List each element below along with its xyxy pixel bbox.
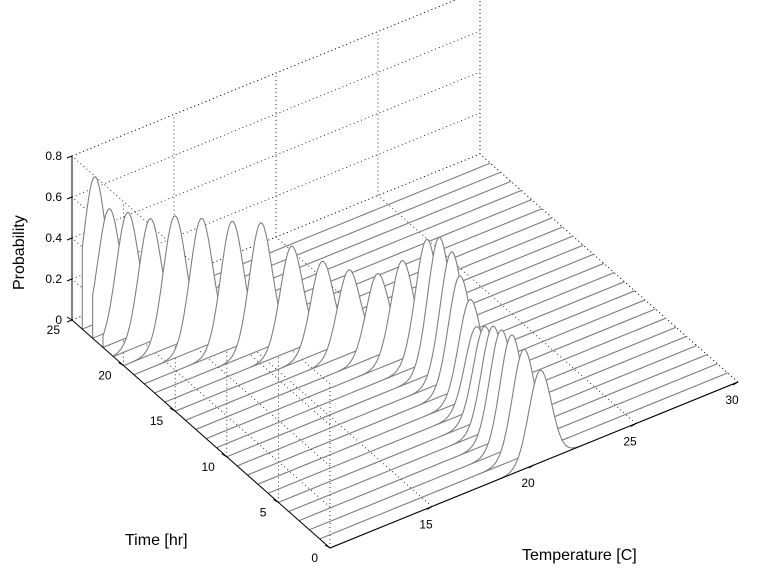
back-wall-z-grid [71,30,481,198]
curve-layer [81,162,739,549]
z-tick [66,196,73,200]
y-tick [273,498,279,503]
right-floor-edge [479,153,739,383]
z-tick [66,237,73,241]
x-tick [732,381,739,386]
y-axis-line [71,319,331,549]
back-wall-z-grid [71,71,481,239]
back-top-edge [71,0,457,157]
y-tick [324,544,331,549]
side-wall-z-grid [71,278,331,508]
x-tick-label: 30 [725,393,739,407]
y-tick [118,362,124,367]
distribution-curve [247,275,656,476]
x-axis-label: Temperature [C] [522,547,637,564]
y-tick-label: 10 [201,460,215,474]
x-tick [630,423,637,427]
distribution-curve [226,236,636,458]
y-tick-label: 5 [260,505,267,519]
x-tick-label: 20 [521,476,535,490]
distribution-curve [236,251,646,467]
z-tick [66,278,73,282]
y-tick-label: 20 [98,369,112,383]
y-tick-label: 25 [47,323,61,337]
y-tick [221,453,228,458]
x-tick [528,464,535,469]
z-tick-label: 0.2 [45,272,62,286]
floor-x-grid [377,195,637,424]
x-tick-label: 25 [623,435,637,449]
x-tick [426,506,433,510]
x-tick-label: 15 [419,518,433,532]
z-axis-label: Probability [11,215,28,290]
floor-x-grid [173,278,433,507]
floor-y-grid [71,153,481,321]
z-tick-label: 0.4 [45,231,62,245]
y-tick [169,407,176,412]
distribution-curve [329,369,739,549]
y-axis-label: Time [hr] [125,532,188,549]
z-tick-label: 0.8 [45,149,62,163]
z-tick [66,319,73,323]
y-tick-label: 0 [311,551,318,565]
y-tick-label: 15 [150,414,164,428]
z-tick-label: 0.6 [45,190,62,204]
y-tick [66,316,73,321]
z-tick-label: 0 [55,313,62,327]
z-tick [66,155,73,159]
side-wall-z-grid [71,237,331,467]
